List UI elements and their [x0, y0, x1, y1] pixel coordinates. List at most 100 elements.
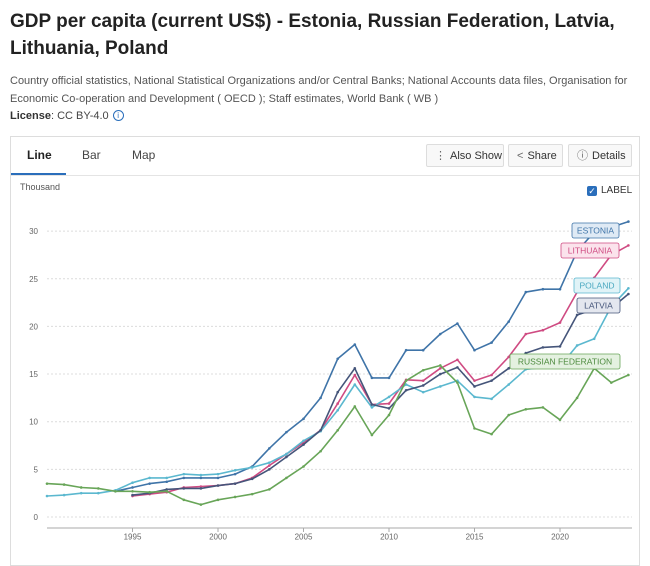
data-point[interactable]: [575, 396, 579, 400]
data-point[interactable]: [199, 473, 203, 477]
data-point[interactable]: [610, 381, 613, 384]
data-point[interactable]: [233, 482, 237, 485]
data-point[interactable]: [182, 472, 186, 476]
data-point[interactable]: [353, 367, 357, 370]
data-point[interactable]: [131, 489, 134, 493]
data-point[interactable]: [404, 379, 408, 383]
data-point[interactable]: [353, 373, 357, 377]
data-point[interactable]: [387, 402, 391, 405]
data-point[interactable]: [148, 476, 151, 480]
data-point[interactable]: [319, 449, 322, 453]
data-point[interactable]: [336, 428, 340, 432]
data-point[interactable]: [353, 343, 357, 346]
data-point[interactable]: [285, 476, 288, 480]
checkbox-checked-icon[interactable]: ✓: [587, 186, 597, 196]
data-point[interactable]: [421, 384, 425, 387]
data-point[interactable]: [524, 408, 528, 411]
data-point[interactable]: [165, 488, 168, 491]
data-point[interactable]: [199, 503, 203, 506]
info-icon[interactable]: i: [112, 110, 124, 121]
data-point[interactable]: [370, 376, 374, 380]
data-point[interactable]: [456, 366, 459, 369]
data-point[interactable]: [370, 433, 374, 437]
data-point[interactable]: [404, 348, 408, 352]
data-point[interactable]: [439, 367, 442, 370]
data-point[interactable]: [250, 466, 254, 469]
data-point[interactable]: [199, 485, 203, 488]
data-point[interactable]: [182, 487, 186, 490]
data-point[interactable]: [421, 368, 425, 372]
data-point[interactable]: [524, 332, 528, 336]
data-point[interactable]: [216, 472, 220, 476]
data-point[interactable]: [268, 468, 271, 471]
data-point[interactable]: [336, 408, 340, 412]
data-point[interactable]: [353, 383, 357, 386]
data-point[interactable]: [541, 406, 545, 409]
data-point[interactable]: [558, 345, 562, 348]
share-button[interactable]: < Share: [508, 144, 563, 167]
data-point[interactable]: [302, 417, 305, 421]
data-point[interactable]: [148, 482, 151, 485]
data-point[interactable]: [524, 290, 528, 294]
data-point[interactable]: [387, 376, 391, 380]
data-point[interactable]: [370, 403, 374, 406]
data-point[interactable]: [387, 407, 391, 410]
data-point[interactable]: [473, 379, 476, 383]
data-point[interactable]: [421, 390, 425, 394]
data-point[interactable]: [199, 476, 203, 480]
data-point[interactable]: [319, 428, 322, 432]
data-point[interactable]: [541, 328, 545, 332]
data-point[interactable]: [558, 321, 562, 324]
data-point[interactable]: [473, 427, 476, 430]
label-toggle[interactable]: ✓ LABEL: [587, 185, 632, 196]
data-point[interactable]: [97, 487, 100, 490]
data-point[interactable]: [490, 379, 493, 383]
data-point[interactable]: [285, 430, 288, 434]
data-point[interactable]: [199, 487, 203, 490]
data-point[interactable]: [182, 476, 186, 480]
data-point[interactable]: [302, 465, 305, 468]
data-point[interactable]: [404, 383, 408, 386]
data-point[interactable]: [285, 455, 288, 459]
data-point[interactable]: [456, 358, 459, 362]
data-point[interactable]: [97, 491, 100, 495]
data-point[interactable]: [558, 287, 562, 291]
data-point[interactable]: [302, 443, 305, 446]
data-point[interactable]: [490, 341, 493, 344]
data-point[interactable]: [79, 491, 83, 495]
data-point[interactable]: [627, 292, 630, 296]
data-point[interactable]: [45, 482, 49, 485]
data-point[interactable]: [473, 385, 476, 388]
data-point[interactable]: [114, 489, 117, 493]
data-point[interactable]: [268, 464, 271, 467]
data-point[interactable]: [62, 483, 66, 486]
data-point[interactable]: [45, 494, 49, 498]
data-point[interactable]: [336, 357, 340, 361]
data-point[interactable]: [627, 373, 630, 377]
also-show-button[interactable]: ⋮ Also Show: [426, 144, 504, 167]
data-point[interactable]: [456, 381, 459, 384]
data-point[interactable]: [592, 337, 596, 341]
series-line-russian-federation[interactable]: [46, 364, 629, 506]
data-point[interactable]: [387, 413, 391, 417]
data-point[interactable]: [268, 461, 271, 464]
data-point[interactable]: [507, 367, 511, 370]
data-point[interactable]: [507, 355, 511, 359]
data-point[interactable]: [336, 402, 340, 405]
data-point[interactable]: [370, 406, 374, 409]
data-point[interactable]: [182, 498, 186, 502]
data-point[interactable]: [575, 344, 579, 347]
data-point[interactable]: [319, 396, 322, 400]
data-point[interactable]: [268, 488, 271, 491]
data-point[interactable]: [302, 439, 305, 443]
data-point[interactable]: [233, 495, 237, 499]
data-point[interactable]: [627, 286, 630, 290]
data-point[interactable]: [490, 397, 493, 401]
data-point[interactable]: [439, 364, 442, 367]
data-point[interactable]: [233, 469, 237, 472]
data-point[interactable]: [507, 383, 511, 386]
data-point[interactable]: [421, 379, 425, 383]
data-point[interactable]: [131, 486, 134, 489]
data-point[interactable]: [216, 498, 220, 502]
data-point[interactable]: [575, 313, 579, 317]
